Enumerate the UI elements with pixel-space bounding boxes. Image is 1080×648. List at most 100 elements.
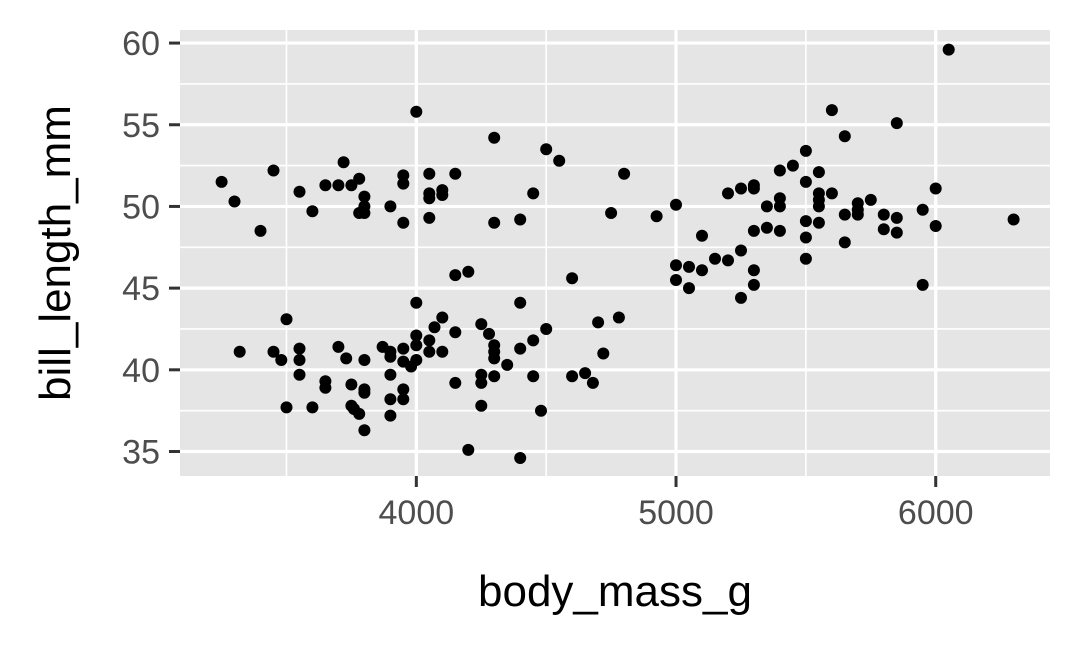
data-point — [397, 383, 410, 396]
data-point — [384, 368, 397, 381]
data-point — [540, 323, 553, 335]
y-tick-label: 40 — [122, 352, 160, 390]
data-point — [696, 229, 708, 242]
data-point — [605, 207, 618, 219]
data-point — [670, 274, 682, 286]
data-point — [267, 164, 280, 177]
data-point — [670, 259, 682, 272]
data-point — [799, 175, 812, 188]
data-point — [397, 393, 410, 406]
data-point — [345, 378, 358, 391]
data-point — [358, 354, 371, 366]
data-point — [650, 210, 663, 223]
x-tick-label: 6000 — [898, 494, 974, 532]
data-point — [397, 216, 410, 229]
data-point — [825, 104, 838, 117]
data-point — [612, 311, 625, 324]
y-tick-label: 60 — [122, 25, 160, 63]
data-point — [462, 443, 475, 456]
data-point — [514, 452, 527, 464]
data-point — [799, 231, 812, 244]
data-point — [566, 370, 579, 383]
data-point — [449, 269, 462, 282]
y-axis-title: bill_length_mm — [31, 105, 80, 401]
data-point — [423, 345, 436, 358]
data-point — [332, 340, 345, 353]
plot-panel — [180, 30, 1050, 476]
data-point — [337, 156, 350, 169]
data-point — [410, 296, 423, 309]
data-point — [423, 211, 436, 224]
data-point — [683, 260, 695, 273]
data-point — [449, 167, 462, 180]
data-point — [747, 278, 760, 291]
data-point — [877, 223, 890, 236]
data-point — [319, 179, 332, 192]
data-point — [735, 182, 747, 195]
data-point — [890, 117, 903, 130]
data-point — [475, 376, 488, 389]
data-point — [306, 401, 319, 414]
data-point — [890, 226, 903, 239]
data-point — [747, 264, 760, 277]
data-point — [280, 313, 293, 326]
x-axis: 4000 5000 6000 — [379, 476, 974, 532]
data-point — [319, 381, 332, 394]
data-point — [709, 252, 721, 265]
x-axis-title: body_mass_g — [478, 567, 752, 616]
data-point — [384, 200, 397, 213]
data-point — [306, 205, 319, 218]
data-point — [423, 192, 436, 205]
data-point — [579, 367, 592, 380]
data-point — [527, 334, 540, 347]
data-point — [786, 159, 799, 172]
x-tick-label: 5000 — [638, 494, 714, 532]
data-point — [436, 189, 449, 201]
data-point — [483, 327, 495, 340]
data-point — [535, 404, 547, 417]
data-point — [449, 326, 462, 339]
data-point — [812, 216, 825, 229]
data-point — [436, 345, 449, 358]
data-point — [514, 342, 527, 355]
data-point — [475, 318, 488, 331]
data-point — [747, 224, 760, 237]
data-point — [488, 216, 501, 229]
data-point — [812, 166, 825, 179]
data-point — [760, 200, 773, 213]
data-point — [353, 407, 366, 420]
data-point — [890, 211, 903, 224]
data-point — [553, 154, 566, 167]
y-tick-label: 35 — [122, 433, 160, 471]
data-point — [293, 354, 306, 366]
data-point — [423, 334, 436, 347]
data-point — [618, 167, 631, 180]
data-point — [358, 424, 371, 437]
data-point — [812, 200, 825, 213]
data-point — [488, 131, 501, 144]
data-point — [597, 347, 610, 360]
data-point — [1007, 213, 1020, 226]
data-point — [254, 224, 267, 237]
data-point — [696, 264, 708, 277]
data-point — [410, 329, 423, 342]
data-point — [916, 278, 929, 291]
data-point — [747, 182, 760, 195]
data-point — [514, 213, 527, 226]
data-point — [838, 130, 851, 143]
data-point — [428, 321, 441, 334]
data-point — [397, 169, 410, 182]
data-point — [358, 207, 371, 219]
data-point — [851, 208, 864, 221]
data-point — [838, 208, 851, 221]
data-points — [215, 43, 1020, 464]
data-point — [773, 200, 786, 213]
data-point — [293, 342, 306, 355]
data-point — [514, 296, 527, 309]
data-point — [527, 370, 540, 383]
data-point — [527, 187, 540, 200]
y-tick-label: 50 — [122, 188, 160, 226]
data-point — [267, 345, 280, 358]
major-gridlines — [180, 30, 1050, 476]
